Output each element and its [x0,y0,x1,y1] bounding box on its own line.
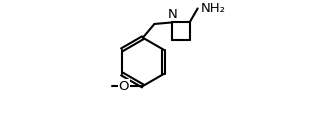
Text: O: O [119,80,129,92]
Text: N: N [167,8,177,20]
Text: NH₂: NH₂ [201,2,226,15]
